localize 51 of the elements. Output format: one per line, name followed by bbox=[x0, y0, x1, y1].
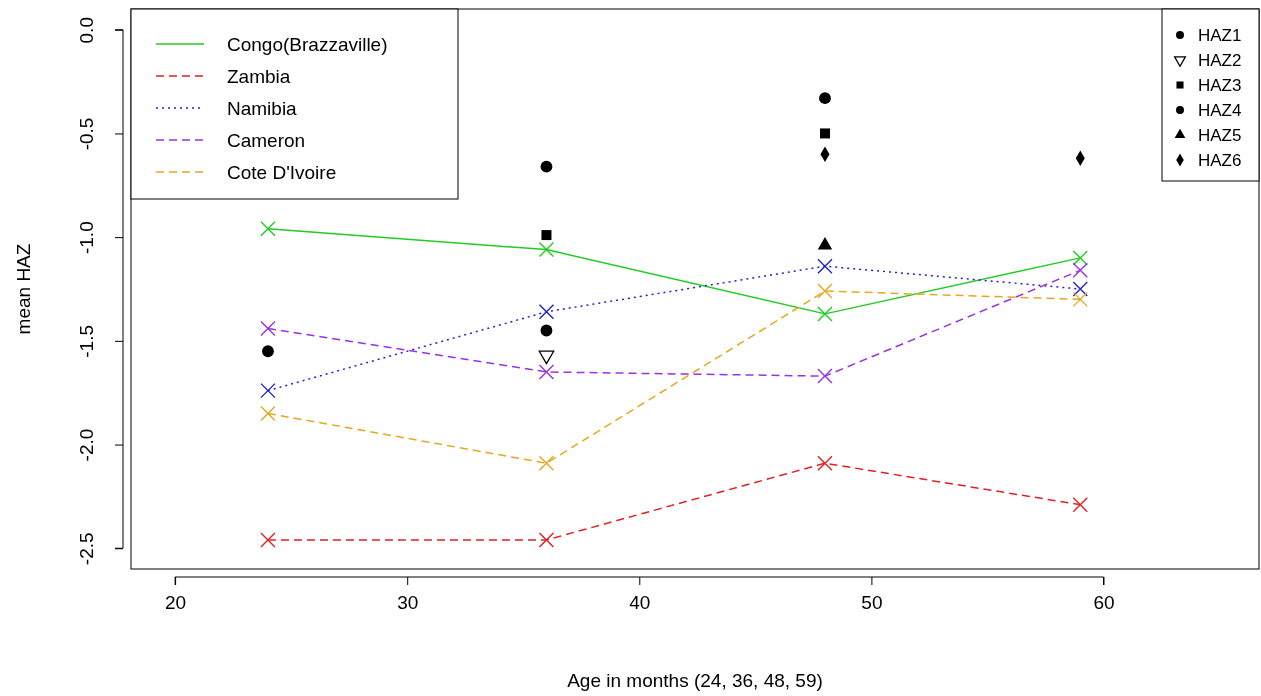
point bbox=[817, 306, 833, 322]
point bbox=[260, 382, 276, 399]
y-tick-label: -2.0 bbox=[76, 428, 97, 462]
y-tick-label: 0.0 bbox=[76, 17, 97, 44]
point bbox=[1072, 497, 1088, 513]
x-tick-label: 30 bbox=[397, 591, 419, 613]
point bbox=[817, 237, 833, 250]
legend-label: Congo(Brazzaville) bbox=[227, 34, 388, 55]
point bbox=[1072, 250, 1088, 266]
legend-label: HAZ6 bbox=[1198, 151, 1242, 170]
y-tick-label: -1.5 bbox=[76, 324, 97, 358]
point bbox=[260, 221, 276, 237]
x-tick-label: 50 bbox=[861, 591, 883, 613]
legend-label: HAZ1 bbox=[1198, 26, 1242, 45]
point bbox=[817, 258, 833, 274]
x-axis-title: Age in months (24, 36, 48, 59) bbox=[567, 670, 823, 691]
point bbox=[819, 128, 830, 139]
x-tick-label: 60 bbox=[1093, 591, 1115, 613]
legend-label: HAZ5 bbox=[1198, 126, 1242, 145]
point bbox=[260, 532, 276, 548]
point bbox=[541, 230, 552, 241]
point bbox=[260, 405, 276, 422]
point bbox=[817, 368, 833, 384]
legend-label: Cameron bbox=[227, 130, 306, 151]
point bbox=[1072, 262, 1088, 279]
point bbox=[817, 283, 833, 299]
legend-label: HAZ4 bbox=[1198, 101, 1242, 120]
y-axis-title: mean HAZ bbox=[13, 243, 34, 335]
x-tick-label: 40 bbox=[629, 591, 651, 613]
point bbox=[540, 160, 553, 173]
legend-label: Cote D'Ivoire bbox=[227, 162, 337, 183]
legend-label: Zambia bbox=[227, 66, 291, 87]
point bbox=[1072, 281, 1088, 297]
y-tick-label: -2.5 bbox=[76, 532, 97, 566]
y-tick-label: -0.5 bbox=[76, 117, 97, 151]
y-tick-label: -1.0 bbox=[76, 221, 97, 255]
legend-label: Namibia bbox=[227, 98, 298, 119]
point bbox=[540, 324, 553, 337]
legend-label: HAZ2 bbox=[1198, 51, 1242, 70]
point bbox=[262, 345, 274, 358]
point bbox=[538, 304, 555, 320]
point bbox=[538, 241, 555, 258]
point bbox=[819, 92, 831, 105]
point bbox=[538, 364, 555, 380]
legend-label: HAZ3 bbox=[1198, 76, 1242, 95]
point bbox=[538, 455, 555, 471]
point bbox=[817, 455, 833, 471]
point bbox=[1072, 291, 1088, 308]
x-tick-label: 20 bbox=[165, 591, 187, 613]
point bbox=[538, 532, 555, 548]
point bbox=[260, 320, 276, 337]
